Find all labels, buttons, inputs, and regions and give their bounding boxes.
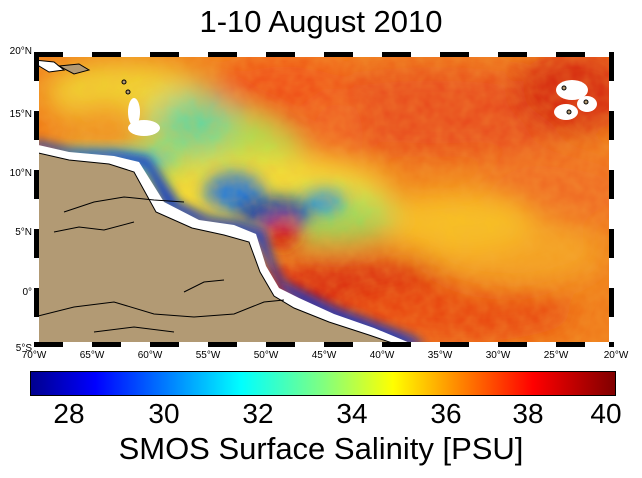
colorbar-tick-34: 34 [336,398,368,429]
lon-label-40w: 40°W [369,350,395,361]
lon-label-20w: 20°W [603,350,629,361]
lat-label-20n: 20°N [9,46,32,57]
lon-label-70w: 70°W [21,350,47,361]
lat-label-0: 0° [22,287,32,298]
colorbar-tick-40: 40 [590,398,622,429]
colorbar [30,371,616,396]
colorbar-tick-32: 32 [242,398,274,429]
lon-label-50w: 50°W [253,350,279,361]
lon-label-35w: 35°W [427,350,453,361]
south-america-land [34,151,405,347]
lat-label-5n: 5°N [15,227,32,238]
lon-label-45w: 45°W [311,350,337,361]
colorbar-gradient [31,372,615,395]
lat-label-5s: 5°S [15,343,32,354]
colorbar-tick-28: 28 [53,398,85,429]
colorbar-tick-38: 38 [512,398,544,429]
map-title: 1-10 August 2010 [199,4,443,39]
lon-label-25w: 25°W [543,350,569,361]
lon-label-30w: 30°W [485,350,511,361]
map-frame-ticks [34,52,614,347]
colorbar-tick-36: 36 [430,398,462,429]
lat-label-15n: 15°N [9,109,32,120]
island-no-data [128,98,160,136]
colorbar-tick-30: 30 [148,398,180,429]
rivers [34,196,285,333]
lon-label-60w: 60°W [137,350,163,361]
lat-label-10n: 10°N [9,168,32,179]
lon-label-65w: 65°W [79,350,105,361]
colorbar-title: SMOS Surface Salinity [PSU] [118,431,524,466]
cape-verde-islands [554,80,597,120]
salinity-map[interactable] [34,52,614,347]
lon-label-55w: 55°W [195,350,221,361]
